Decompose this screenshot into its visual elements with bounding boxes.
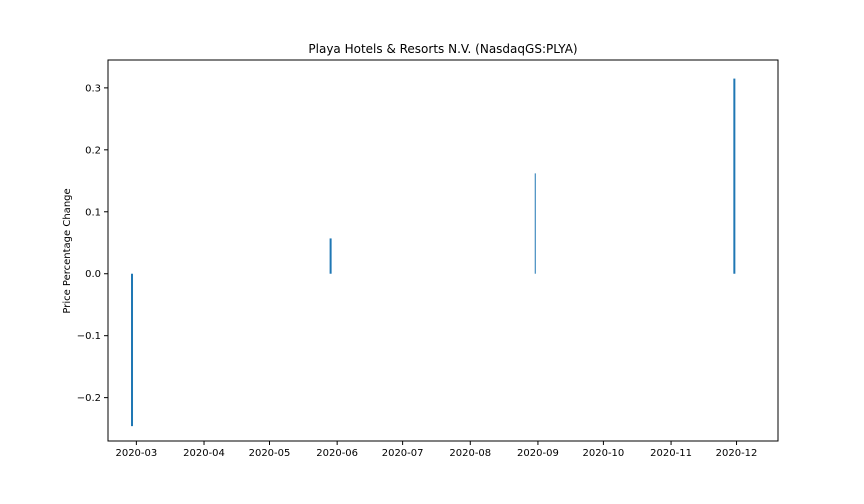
x-tick-label: 2020-08: [449, 448, 491, 459]
x-tick-label: 2020-04: [183, 448, 225, 459]
y-axis-label: Price Percentage Change: [62, 188, 73, 313]
y-ticks-group: −0.2 −0.1 0.0 0.1 0.2 0.3: [77, 83, 108, 404]
x-tick-label: 2020-03: [115, 448, 157, 459]
y-tick-label: −0.1: [77, 331, 101, 342]
bar-1: [329, 238, 332, 274]
bar-2: [534, 173, 536, 274]
x-tick-label: 2020-11: [650, 448, 692, 459]
y-tick-label: 0.0: [85, 269, 101, 280]
bar-3: [733, 78, 736, 274]
x-ticks-group: 2020-03 2020-04 2020-05 2020-06 2020-07 2020-…: [115, 441, 757, 459]
y-tick-label: −0.2: [77, 393, 101, 404]
x-tick-label: 2020-05: [249, 448, 291, 459]
x-tick-label: 2020-09: [517, 448, 559, 459]
x-tick-label: 2020-07: [382, 448, 424, 459]
y-tick-label: 0.1: [85, 207, 101, 218]
plot-frame: [107, 59, 779, 442]
chart-title: Playa Hotels & Resorts N.V. (NasdaqGS:PL…: [308, 42, 577, 56]
y-tick-label: 0.3: [85, 83, 101, 94]
x-tick-label: 2020-06: [316, 448, 358, 459]
y-tick-label: 0.2: [85, 145, 101, 156]
x-tick-label: 2020-10: [583, 448, 625, 459]
x-tick-label: 2020-12: [716, 448, 758, 459]
bars-group: [131, 78, 736, 427]
bar-0: [131, 273, 134, 427]
